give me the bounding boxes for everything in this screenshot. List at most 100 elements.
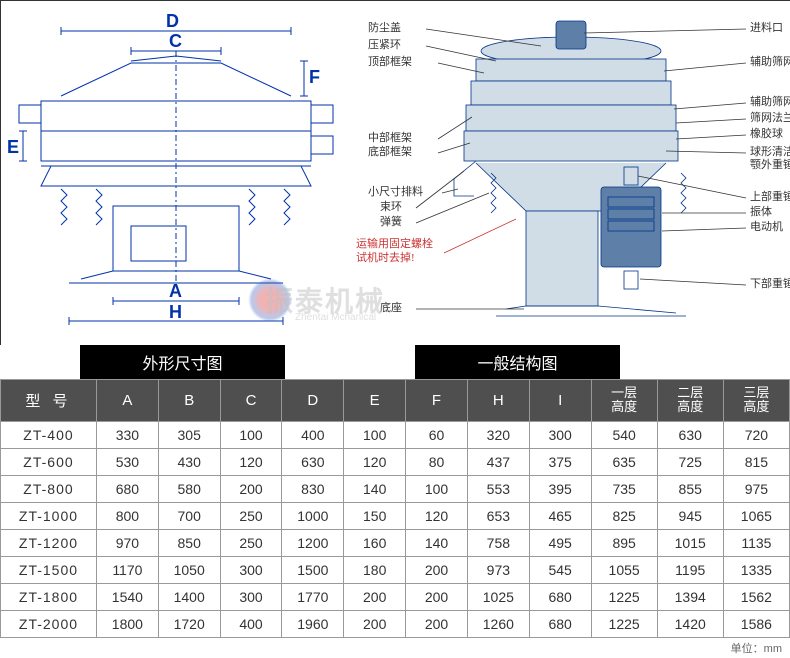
table-cell: 1225 [591, 583, 657, 610]
table-cell: 545 [529, 556, 591, 583]
table-cell: 250 [220, 502, 282, 529]
table-cell: 200 [344, 610, 406, 637]
table-cell: 140 [344, 475, 406, 502]
table-cell: 635 [591, 448, 657, 475]
table-cell: 945 [657, 502, 723, 529]
table-cell: 1055 [591, 556, 657, 583]
table-cell: 465 [529, 502, 591, 529]
table-cell: 100 [344, 421, 406, 448]
table-cell: 1400 [158, 583, 220, 610]
table-cell: 1050 [158, 556, 220, 583]
table-header-cell: 二层高度 [657, 380, 723, 422]
callout-inlet: 进料口 [750, 20, 783, 34]
table-cell: 200 [406, 556, 468, 583]
table-cell: 180 [344, 556, 406, 583]
table-cell: 700 [158, 502, 220, 529]
callout-motor: 电动机 [750, 219, 783, 233]
callout-small-discharge: 小尺寸排料 [368, 184, 423, 198]
callout-band: 束环 [380, 200, 402, 213]
base-window [131, 226, 186, 261]
table-row: ZT-1800154014003001770200200102568012251… [1, 583, 790, 610]
table-row: ZT-1000800700250100015012065346582594510… [1, 502, 790, 529]
table-header-cell: A [96, 380, 158, 422]
table-cell: 150 [344, 502, 406, 529]
table-row: ZT-60053043012063012080437375635725815 [1, 448, 790, 475]
table-cell: 200 [406, 610, 468, 637]
table-cell: ZT-400 [1, 421, 97, 448]
watermark-sub: Zhentai Mchanical [295, 312, 376, 323]
table-cell: 1200 [282, 529, 344, 556]
table-cell: ZT-1000 [1, 502, 97, 529]
table-cell: 1562 [723, 583, 789, 610]
table-cell: 725 [657, 448, 723, 475]
table-header-cell: C [220, 380, 282, 422]
table-cell: 1065 [723, 502, 789, 529]
table-cell: 200 [344, 583, 406, 610]
table-cell: ZT-600 [1, 448, 97, 475]
table-cell: 120 [406, 502, 468, 529]
table-cell: 395 [529, 475, 591, 502]
callout-spring: 弹簧 [380, 214, 402, 228]
table-cell: 653 [467, 502, 529, 529]
table-cell: 1540 [96, 583, 158, 610]
table-cell: 975 [723, 475, 789, 502]
structure-svg: 防尘盖 压紧环 顶部框架 中部框架 底部框架 小尺寸排料 束环 [346, 1, 790, 346]
dim-f: F [309, 67, 320, 87]
unit-label: 单位：mm [0, 638, 790, 658]
table-cell: 540 [591, 421, 657, 448]
table-cell: 825 [591, 502, 657, 529]
diagram-outline: D C F E [1, 1, 346, 345]
table-cell: 1015 [657, 529, 723, 556]
callout-screen-flange: 筛网法兰 [750, 110, 790, 124]
table-header-cell: 一层高度 [591, 380, 657, 422]
table-header-cell: B [158, 380, 220, 422]
table-header-cell: E [344, 380, 406, 422]
cad-drawing-svg: D C F E [1, 1, 346, 346]
table-cell: 1170 [96, 556, 158, 583]
table-cell: 305 [158, 421, 220, 448]
table-cell: 1260 [467, 610, 529, 637]
label-structure: 一般结构图 [477, 350, 557, 374]
table-cell: 530 [96, 448, 158, 475]
table-row: ZT-800680580200830140100553395735855975 [1, 475, 790, 502]
table-cell: 1586 [723, 610, 789, 637]
table-row: ZT-1500117010503001500180200973545105511… [1, 556, 790, 583]
watermark-logo [248, 278, 292, 322]
table-cell: 375 [529, 448, 591, 475]
table-cell: 80 [406, 448, 468, 475]
table-cell: ZT-800 [1, 475, 97, 502]
table-cell: 330 [96, 421, 158, 448]
table-cell: 895 [591, 529, 657, 556]
callout-aux-screen2: 辅助筛网 [750, 94, 790, 108]
dim-a: A [169, 281, 182, 301]
dim-d: D [166, 11, 179, 31]
table-cell: 680 [529, 610, 591, 637]
diagrams-row: D C F E [0, 0, 790, 345]
callout-jaw-weight: 颚外重锤板 [750, 157, 790, 171]
table-cell: 1770 [282, 583, 344, 610]
table-cell: 1135 [723, 529, 789, 556]
table-cell: 630 [657, 421, 723, 448]
table-cell: 430 [158, 448, 220, 475]
table-header-cell: D [282, 380, 344, 422]
table-cell: 300 [220, 583, 282, 610]
table-cell: ZT-2000 [1, 610, 97, 637]
table-header-cell: H [467, 380, 529, 422]
callout-dust-cover: 防尘盖 [368, 20, 401, 34]
table-cell: 973 [467, 556, 529, 583]
table-cell: 800 [96, 502, 158, 529]
table-cell: 1394 [657, 583, 723, 610]
table-cell: 680 [529, 583, 591, 610]
table-cell: 1335 [723, 556, 789, 583]
callout-transport-bolt1: 运输用固定螺栓 [356, 236, 433, 250]
callout-clamp-ring: 压紧环 [368, 38, 401, 51]
table-cell: 120 [220, 448, 282, 475]
table-body: ZT-40033030510040010060320300540630720ZT… [1, 421, 790, 637]
table-header-cell: 型 号 [1, 380, 97, 422]
table-cell: 855 [657, 475, 723, 502]
table-cell: 160 [344, 529, 406, 556]
callout-lower-weight: 下部重锤 [750, 276, 790, 290]
table-cell: 1000 [282, 502, 344, 529]
table-cell: 580 [158, 475, 220, 502]
dim-h: H [169, 302, 182, 322]
